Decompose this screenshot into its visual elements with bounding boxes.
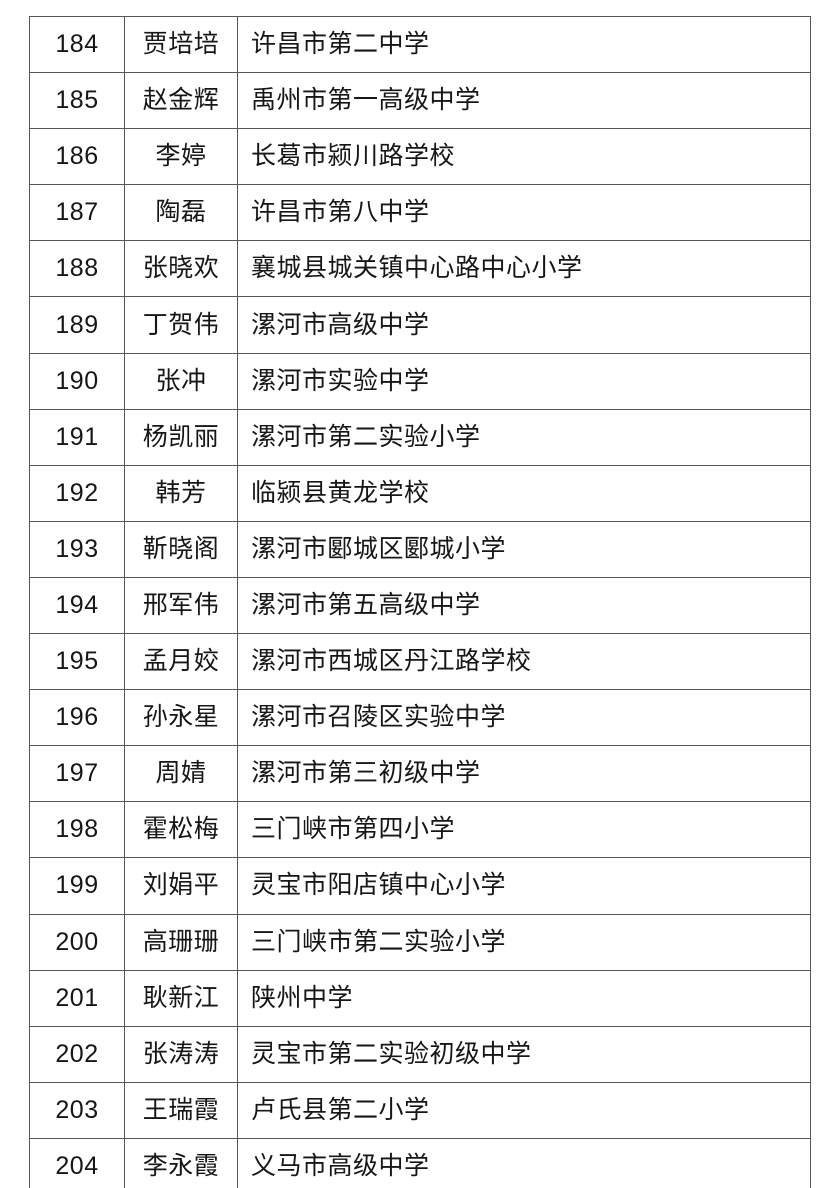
school-name-cell: 漯河市实验中学 [237,352,811,410]
school-name-cell: 陕州中学 [237,969,811,1027]
table-row: 192 韩芳 临颍县黄龙学校 [29,464,811,522]
person-name-cell: 韩芳 [124,464,238,522]
person-name-cell: 张晓欢 [124,240,238,298]
person-name-cell: 李永霞 [124,1137,238,1188]
row-number-cell: 192 [29,464,125,522]
table-row: 188 张晓欢 襄城县城关镇中心路中心小学 [29,240,811,298]
table-row: 202 张涛涛 灵宝市第二实验初级中学 [29,1025,811,1083]
person-name-cell: 刘娟平 [124,857,238,915]
person-name-cell: 靳晓阁 [124,520,238,578]
person-name-cell: 李婷 [124,128,238,186]
school-name-cell: 灵宝市阳店镇中心小学 [237,857,811,915]
table-row: 191 杨凯丽 漯河市第二实验小学 [29,408,811,466]
table-row: 196 孙永星 漯河市召陵区实验中学 [29,689,811,747]
school-name-cell: 漯河市第五高级中学 [237,576,811,635]
school-name-cell: 漯河市第二实验小学 [237,408,811,466]
roster-table-container: 184 贾培培 许昌市第二中学 185 赵金辉 禹州市第一高级中学 186 李婷… [29,15,811,1188]
row-number-cell: 184 [29,15,125,74]
table-row: 186 李婷 长葛市颍川路学校 [29,128,811,186]
table-row: 204 李永霞 义马市高级中学 [29,1137,811,1188]
row-number-cell: 203 [29,1081,125,1139]
school-name-cell: 许昌市第二中学 [237,15,811,74]
school-name-cell: 临颍县黄龙学校 [237,464,811,522]
row-number-cell: 186 [29,128,125,186]
person-name-cell: 高珊珊 [124,913,238,971]
table-row: 198 霍松梅 三门峡市第四小学 [29,801,811,859]
person-name-cell: 张涛涛 [124,1025,238,1083]
person-name-cell: 丁贺伟 [124,296,238,354]
table-row: 194 邢军伟 漯河市第五高级中学 [29,576,811,635]
person-name-cell: 王瑞霞 [124,1081,238,1139]
person-name-cell: 霍松梅 [124,801,238,859]
row-number-cell: 185 [29,72,125,130]
person-name-cell: 邢军伟 [124,576,238,635]
school-name-cell: 漯河市召陵区实验中学 [237,689,811,747]
row-number-cell: 193 [29,520,125,578]
table-row: 193 靳晓阁 漯河市郾城区郾城小学 [29,520,811,578]
table-row: 187 陶磊 许昌市第八中学 [29,184,811,242]
row-number-cell: 194 [29,576,125,635]
table-row: 200 高珊珊 三门峡市第二实验小学 [29,913,811,971]
row-number-cell: 204 [29,1137,125,1188]
school-name-cell: 漯河市高级中学 [237,296,811,354]
person-name-cell: 陶磊 [124,184,238,242]
row-number-cell: 196 [29,689,125,747]
row-number-cell: 191 [29,408,125,466]
person-name-cell: 杨凯丽 [124,408,238,466]
person-name-cell: 赵金辉 [124,72,238,130]
school-name-cell: 漯河市郾城区郾城小学 [237,520,811,578]
school-name-cell: 漯河市西城区丹江路学校 [237,633,811,691]
table-row: 185 赵金辉 禹州市第一高级中学 [29,72,811,130]
school-name-cell: 禹州市第一高级中学 [237,72,811,130]
row-number-cell: 200 [29,913,125,971]
table-row: 199 刘娟平 灵宝市阳店镇中心小学 [29,857,811,915]
person-name-cell: 孙永星 [124,689,238,747]
table-row: 184 贾培培 许昌市第二中学 [29,15,811,74]
row-number-cell: 197 [29,745,125,803]
row-number-cell: 189 [29,296,125,354]
table-row: 190 张冲 漯河市实验中学 [29,352,811,410]
table-body: 184 贾培培 许昌市第二中学 185 赵金辉 禹州市第一高级中学 186 李婷… [29,15,811,1188]
school-name-cell: 卢氏县第二小学 [237,1081,811,1139]
school-name-cell: 三门峡市第四小学 [237,801,811,859]
row-number-cell: 187 [29,184,125,242]
row-number-cell: 199 [29,857,125,915]
person-name-cell: 周婧 [124,745,238,803]
school-name-cell: 漯河市第三初级中学 [237,745,811,803]
table-row: 203 王瑞霞 卢氏县第二小学 [29,1081,811,1139]
school-name-cell: 襄城县城关镇中心路中心小学 [237,240,811,298]
school-name-cell: 灵宝市第二实验初级中学 [237,1025,811,1083]
person-name-cell: 耿新江 [124,969,238,1027]
person-name-cell: 孟月姣 [124,633,238,691]
person-name-cell: 贾培培 [124,15,238,74]
row-number-cell: 195 [29,633,125,691]
school-name-cell: 义马市高级中学 [237,1137,811,1188]
table-row: 197 周婧 漯河市第三初级中学 [29,745,811,803]
row-number-cell: 190 [29,352,125,410]
school-name-cell: 三门峡市第二实验小学 [237,913,811,971]
table-row: 189 丁贺伟 漯河市高级中学 [29,296,811,354]
person-name-cell: 张冲 [124,352,238,410]
table-row: 195 孟月姣 漯河市西城区丹江路学校 [29,633,811,691]
row-number-cell: 198 [29,801,125,859]
awardee-roster-table: 184 贾培培 许昌市第二中学 185 赵金辉 禹州市第一高级中学 186 李婷… [29,15,811,1188]
row-number-cell: 188 [29,240,125,298]
row-number-cell: 201 [29,969,125,1027]
school-name-cell: 许昌市第八中学 [237,184,811,242]
row-number-cell: 202 [29,1025,125,1083]
table-row: 201 耿新江 陕州中学 [29,969,811,1027]
school-name-cell: 长葛市颍川路学校 [237,128,811,186]
